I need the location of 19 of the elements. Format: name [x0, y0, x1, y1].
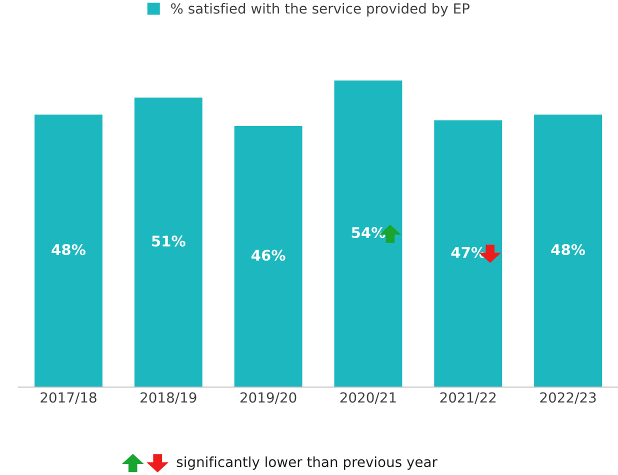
data-label: 51% — [152, 236, 186, 247]
bar — [134, 98, 202, 388]
data-label: 46% — [252, 250, 286, 261]
x-tick-label: 2018/19 — [140, 392, 196, 404]
text: significantly lower than previous year — [176, 456, 438, 470]
bar — [334, 80, 402, 388]
x-tick-label: 2019/20 — [240, 392, 296, 404]
x-tick-label: 2022/23 — [540, 392, 596, 404]
x-tick-label: 2020/21 — [340, 392, 396, 404]
x-tick-label: 2017/18 — [40, 392, 96, 404]
x-tick-label: 2021/22 — [440, 392, 496, 404]
data-label: 48% — [52, 244, 86, 256]
bar — [234, 126, 302, 388]
bar — [34, 114, 102, 388]
data-label: 54% — [352, 227, 386, 238]
bar — [434, 120, 502, 388]
legend-label: % satisfied with the service provided by EP — [171, 3, 470, 16]
data-label: 48% — [551, 244, 586, 256]
bar — [534, 114, 602, 388]
